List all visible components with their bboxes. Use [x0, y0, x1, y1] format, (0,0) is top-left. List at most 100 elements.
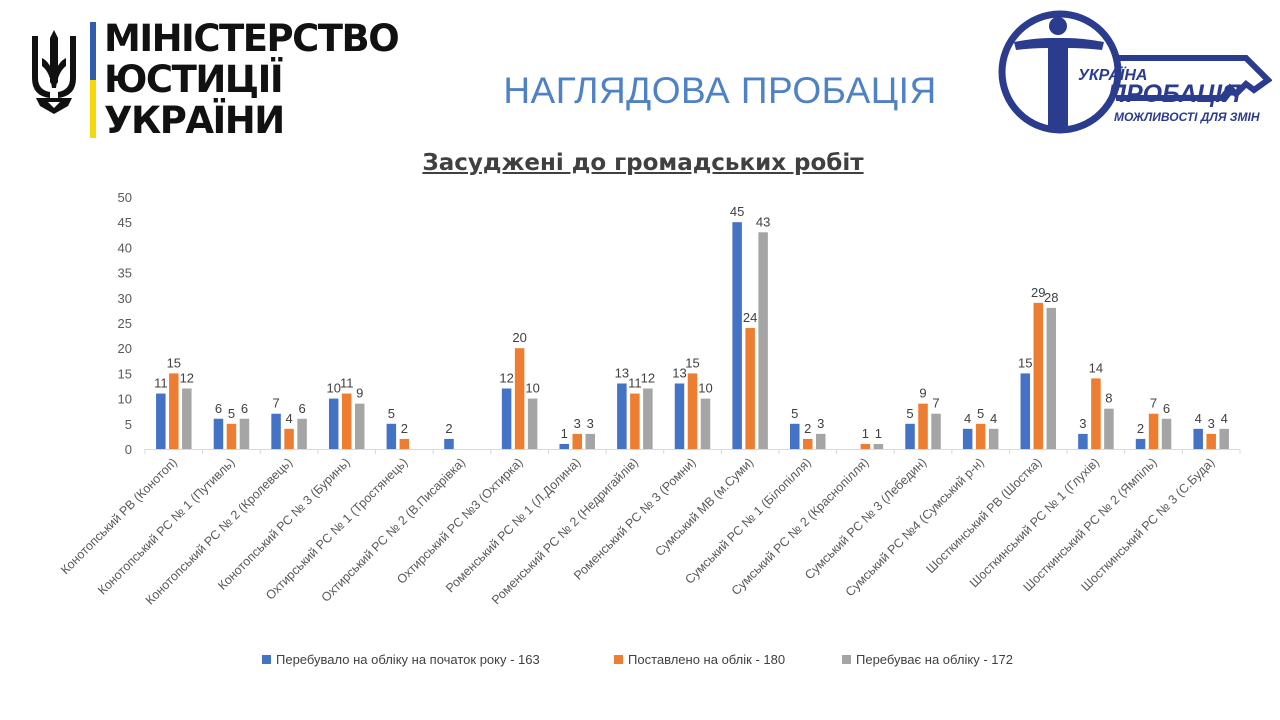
data-label: 11 — [154, 376, 168, 391]
data-label: 1 — [561, 426, 568, 441]
bar-2 — [341, 393, 352, 449]
bar-3 — [931, 413, 941, 449]
probation-logo: УКРАЇНА ПРОБАЦІЯ МОЖЛИВОСТІ ДЛЯ ЗМІН — [996, 8, 1273, 136]
data-label: 8 — [1105, 391, 1112, 406]
data-label: 12 — [499, 371, 513, 386]
data-label: 2 — [804, 421, 811, 436]
bar-1 — [559, 443, 569, 449]
legend-swatch — [614, 655, 623, 664]
data-label: 1 — [875, 426, 882, 441]
data-label: 6 — [241, 401, 248, 416]
data-label: 11 — [628, 376, 642, 391]
y-tick-label: 40 — [118, 240, 132, 255]
data-label: 13 — [615, 365, 629, 380]
data-label: 11 — [340, 376, 354, 391]
bar-3 — [873, 443, 884, 449]
slide-title: НАГЛЯДОВА ПРОБАЦІЯ — [503, 70, 937, 111]
bar-1 — [962, 428, 973, 449]
x-category-label: Охтирський РС №3 (Охтирка) — [394, 455, 525, 586]
legend-label: Перебувало на обліку на початок року - 1… — [276, 652, 540, 667]
bar-1 — [328, 398, 339, 449]
data-label: 15 — [167, 355, 181, 370]
data-label: 5 — [977, 406, 984, 421]
data-label: 28 — [1044, 290, 1058, 305]
data-label: 12 — [180, 371, 194, 386]
ministry-logo: МІНІСТЕРСТВО ЮСТИЦІЇ УКРАЇНИ — [28, 18, 428, 141]
bar-1 — [213, 418, 224, 449]
y-tick-label: 25 — [118, 316, 132, 331]
trident-icon — [32, 30, 76, 114]
data-label: 4 — [1221, 411, 1228, 426]
bar-2 — [284, 428, 294, 449]
data-label: 43 — [756, 214, 770, 229]
data-label: 5 — [228, 406, 235, 421]
bar-3 — [527, 398, 538, 449]
bar-1 — [732, 222, 742, 449]
bar-3 — [1046, 307, 1057, 449]
data-label: 9 — [356, 386, 363, 401]
bar-3 — [758, 232, 768, 449]
bar-2 — [918, 403, 928, 449]
bar-2 — [572, 433, 582, 449]
data-label: 2 — [445, 421, 452, 436]
legend-item: Поставлено на облік - 180 — [614, 652, 785, 667]
bar-2 — [1148, 413, 1159, 449]
data-label: 5 — [906, 406, 913, 421]
y-tick-label: 30 — [118, 291, 132, 306]
bar-1 — [271, 413, 281, 449]
chart-title: Засуджені до громадських робіт — [422, 150, 864, 176]
data-label: 9 — [919, 386, 926, 401]
bar-1 — [1020, 373, 1031, 449]
bar-3 — [700, 398, 711, 449]
data-label: 10 — [326, 381, 340, 396]
bar-3 — [816, 433, 826, 449]
legend-swatch — [262, 655, 271, 664]
data-label: 15 — [685, 355, 699, 370]
data-label: 5 — [388, 406, 395, 421]
bar-1 — [617, 383, 627, 449]
y-tick-label: 0 — [125, 442, 132, 457]
data-label: 10 — [698, 381, 712, 396]
y-tick-label: 15 — [118, 366, 132, 381]
bar-1 — [156, 393, 166, 449]
x-category-label: Шосткинський РВ (Шостка) — [924, 455, 1045, 576]
bar-1 — [501, 388, 512, 449]
bar-2 — [1091, 378, 1101, 449]
bar-3 — [182, 388, 192, 449]
logo-country-text: УКРАЇНА — [1078, 66, 1147, 84]
data-label: 3 — [574, 416, 581, 431]
data-label: 3 — [587, 416, 594, 431]
bar-2 — [514, 348, 525, 449]
x-category-label: Сумський РС № 1 (Білопілля) — [682, 455, 814, 587]
legend-label: Поставлено на облік - 180 — [628, 652, 786, 667]
data-label: 10 — [525, 381, 539, 396]
data-label: 29 — [1031, 285, 1045, 300]
bar-2 — [1206, 433, 1216, 449]
data-label: 5 — [791, 406, 798, 421]
bar-3 — [354, 403, 365, 449]
x-category-label: Роменський РС № 3 (Ромни) — [571, 455, 699, 583]
bar-3 — [1161, 418, 1172, 449]
logo-slogan-text: МОЖЛИВОСТІ ДЛЯ ЗМІН — [1114, 110, 1260, 124]
legend-item: Перебувало на обліку на початок року - 1… — [262, 652, 540, 667]
bar-1 — [1135, 438, 1146, 449]
data-label: 4 — [285, 411, 292, 426]
data-label: 7 — [272, 396, 279, 411]
bar-1 — [790, 423, 800, 449]
x-category-label: Конотопський РВ (Конотоп) — [58, 455, 180, 577]
y-tick-label: 5 — [125, 417, 132, 432]
bar-1 — [1078, 433, 1088, 449]
chart-legend: Перебувало на обліку на початок року - 1… — [0, 652, 1280, 672]
logo-brand-text: ПРОБАЦІЯ — [1108, 80, 1241, 108]
key-shape — [1116, 55, 1273, 101]
data-label: 14 — [1089, 360, 1103, 375]
data-label: 45 — [730, 204, 744, 219]
bar-1 — [1193, 428, 1203, 449]
bar-3 — [297, 418, 307, 449]
data-label: 2 — [401, 421, 408, 436]
data-label: 13 — [672, 365, 686, 380]
bar-2 — [745, 328, 755, 449]
legend-item: Перебуває на обліку - 172 — [842, 652, 1013, 667]
y-tick-label: 10 — [118, 392, 132, 407]
